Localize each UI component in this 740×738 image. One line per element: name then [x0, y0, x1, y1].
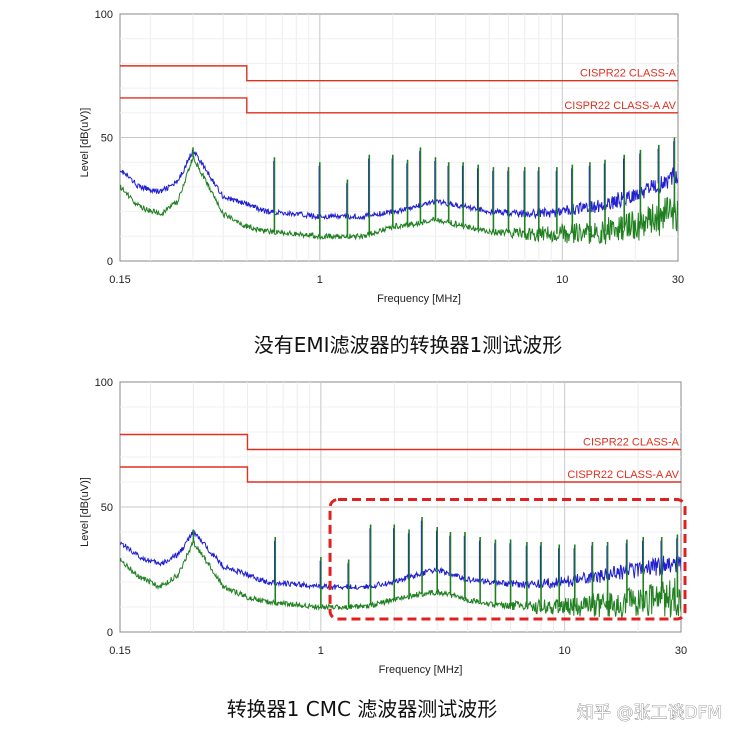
y-tick-label: 0: [107, 627, 113, 639]
chart-panel-without-filter: 0.15 1 10 30 0 50 100 Frequency [MHz] Level [dB(…: [79, 9, 684, 305]
y-tick-label: 50: [101, 502, 113, 514]
y-tick-label: 50: [101, 133, 113, 145]
y-axis-label: Level [dB(uV)]: [79, 108, 91, 178]
x-tick-label: 10: [556, 274, 568, 286]
y-tick-label: 100: [95, 9, 113, 21]
series-line: [120, 540, 681, 618]
watermark-text: 知乎 @张工谈DFM: [577, 703, 722, 723]
series-line: [120, 155, 678, 245]
series-group: [120, 137, 678, 245]
x-tick-label: 30: [675, 645, 687, 657]
limit-line: [120, 466, 681, 483]
chart-panel-with-cmc-filter: 0.15 1 10 30 0 50 100 Frequency [MHz] Level [dB(…: [79, 377, 687, 676]
x-tick-label: 1: [318, 645, 324, 657]
y-tick-label: 0: [107, 256, 113, 268]
highlight-region: [328, 498, 687, 621]
series-group: [120, 517, 681, 618]
limit-line-label: CISPR22 CLASS-A: [583, 437, 680, 449]
limit-line: [120, 97, 678, 114]
y-axis-label: Level [dB(uV)]: [79, 477, 91, 547]
limit-line-label: CISPR22 CLASS-A AV: [564, 100, 676, 112]
y-tick-label: 100: [95, 377, 113, 389]
x-axis-label: Frequency [MHz]: [377, 293, 461, 305]
caption-without-filter: 没有EMI滤波器的转换器1测试波形: [254, 333, 563, 357]
limit-line: [120, 65, 678, 82]
series-line: [120, 149, 678, 221]
limit-line-label: CISPR22 CLASS-A AV: [567, 469, 679, 481]
x-tick-label: 0.15: [109, 645, 130, 657]
x-tick-label: 30: [672, 274, 684, 286]
limit-line-label: CISPR22 CLASS-A: [580, 68, 677, 80]
caption-with-cmc-filter: 转换器1 CMC 滤波器测试波形: [227, 697, 498, 721]
series-line: [120, 529, 681, 591]
x-axis-label: Frequency [MHz]: [379, 664, 463, 676]
limit-line: [120, 433, 681, 451]
x-tick-label: 10: [559, 645, 571, 657]
x-tick-label: 1: [317, 274, 323, 286]
x-tick-label: 0.15: [109, 274, 130, 286]
